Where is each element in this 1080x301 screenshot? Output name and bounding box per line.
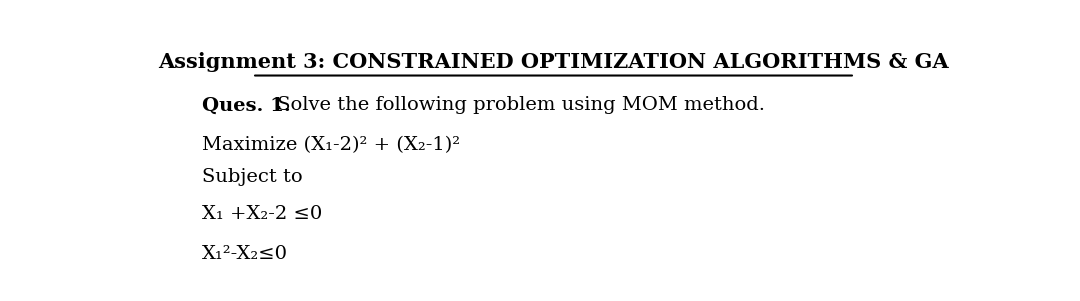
- Text: Assignment 3: CONSTRAINED OPTIMIZATION ALGORITHMS & GA: Assignment 3: CONSTRAINED OPTIMIZATION A…: [158, 52, 949, 72]
- Text: X₁²-X₂≤0: X₁²-X₂≤0: [202, 245, 288, 263]
- Text: Subject to: Subject to: [202, 168, 302, 186]
- Text: Solve the following problem using MOM method.: Solve the following problem using MOM me…: [271, 96, 766, 114]
- Text: X₁ +X₂-2 ≤0: X₁ +X₂-2 ≤0: [202, 205, 322, 223]
- Text: Ques. 1.: Ques. 1.: [202, 96, 291, 114]
- Text: Maximize (X₁-2)² + (X₂-1)²: Maximize (X₁-2)² + (X₂-1)²: [202, 136, 460, 154]
